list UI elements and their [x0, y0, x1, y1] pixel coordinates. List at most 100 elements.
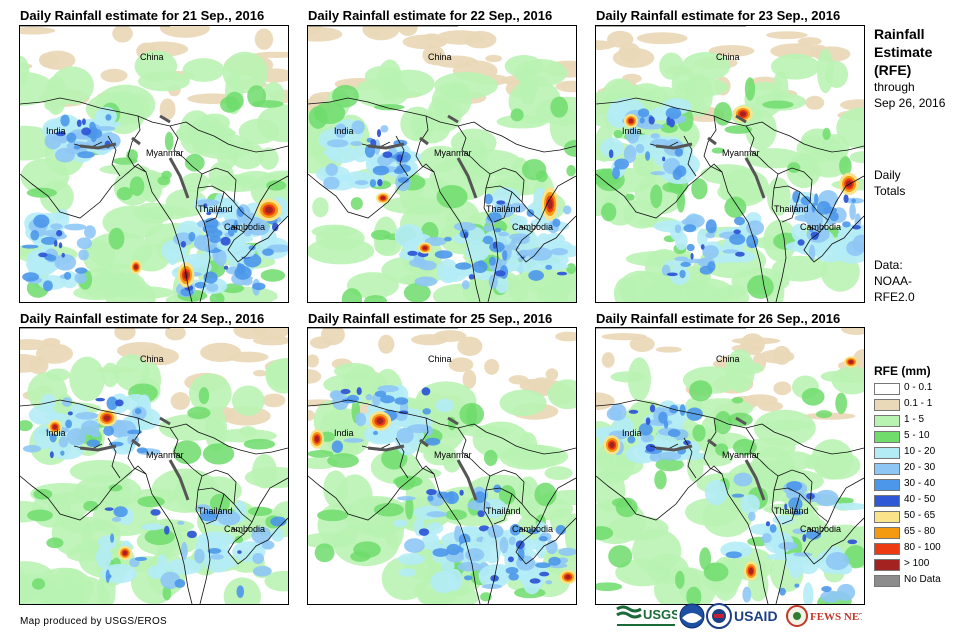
map-panel-22-sep: China India Myanmar Thailand Cambodia	[307, 25, 577, 303]
panel-title-24-sep: Daily Rainfall estimate for 24 Sep., 201…	[20, 311, 265, 326]
legend-swatch	[874, 511, 900, 523]
totals-line-1: Daily	[874, 168, 901, 182]
rainfall-map	[596, 26, 864, 302]
label-thailand: Thailand	[774, 506, 809, 516]
panel-title-21-sep: Daily Rainfall estimate for 21 Sep., 201…	[20, 8, 265, 23]
legend-label: 0 - 0.1	[904, 382, 933, 393]
legend-label: 20 - 30	[904, 462, 936, 473]
legend-label: 50 - 65	[904, 510, 936, 521]
label-myanmar: Myanmar	[146, 450, 184, 460]
usgs-logo-text: USGS	[643, 607, 677, 622]
label-india: India	[622, 428, 642, 438]
legend-label: 65 - 80	[904, 526, 936, 537]
label-india: India	[622, 126, 642, 136]
fews-net-logo-icon: FEWS NET	[786, 605, 867, 627]
sidebar-heading: Rainfall Estimate (RFE) through Sep 26, …	[874, 25, 945, 111]
data-line-3: RFE2.0	[874, 290, 915, 304]
label-myanmar: Myanmar	[722, 148, 760, 158]
map-credit: Map produced by USGS/EROS	[20, 616, 168, 627]
rainfall-map	[308, 328, 576, 604]
legend-swatch	[874, 495, 900, 507]
panel-title-25-sep: Daily Rainfall estimate for 25 Sep., 201…	[308, 311, 553, 326]
label-india: India	[334, 126, 354, 136]
label-india: India	[46, 428, 66, 438]
legend-label: 40 - 50	[904, 494, 936, 505]
legend-label: 10 - 20	[904, 446, 936, 457]
noaa-logo-icon	[679, 603, 705, 629]
label-thailand: Thailand	[486, 204, 521, 214]
label-china: China	[716, 354, 740, 364]
map-panel-26-sep: China India Myanmar Thailand Cambodia	[595, 327, 865, 605]
legend-swatch	[874, 415, 900, 427]
through-date: Sep 26, 2016	[874, 96, 946, 110]
legend-swatch	[874, 447, 900, 459]
panel-title-26-sep: Daily Rainfall estimate for 26 Sep., 201…	[596, 311, 841, 326]
legend-swatch	[874, 479, 900, 491]
label-china: China	[716, 52, 740, 62]
label-myanmar: Myanmar	[434, 450, 472, 460]
legend-label: 80 - 100	[904, 542, 941, 553]
usgs-logo: USGS	[615, 603, 680, 631]
usaid-logo: USAID	[734, 608, 778, 636]
legend-label: No Data	[904, 574, 941, 585]
rainfall-map	[308, 26, 576, 302]
label-thailand: Thailand	[198, 204, 233, 214]
label-india: India	[334, 428, 354, 438]
label-india: India	[46, 126, 66, 136]
rainfall-map	[596, 328, 864, 604]
legend-swatch	[874, 527, 900, 539]
sidebar-data-source: Data: NOAA- RFE2.0	[874, 257, 915, 305]
usaid-seal-icon	[706, 603, 732, 629]
legend-swatch	[874, 463, 900, 475]
heading-line-2: Estimate	[874, 44, 933, 60]
label-china: China	[428, 52, 452, 62]
legend-label: > 100	[904, 558, 930, 569]
legend-swatch	[874, 399, 900, 411]
label-myanmar: Myanmar	[146, 148, 184, 158]
label-cambodia: Cambodia	[800, 222, 842, 232]
label-cambodia: Cambodia	[224, 524, 266, 534]
label-cambodia: Cambodia	[800, 524, 842, 534]
label-china: China	[140, 52, 164, 62]
fews-net-logo: FEWS NET	[786, 603, 867, 631]
map-panel-25-sep: China India Myanmar Thailand Cambodia	[307, 327, 577, 605]
fews-net-logo-text: FEWS NET	[810, 611, 862, 623]
label-myanmar: Myanmar	[722, 450, 760, 460]
map-panel-24-sep: China India Myanmar Thailand Cambodia	[19, 327, 289, 605]
through-text: through	[874, 80, 915, 94]
label-myanmar: Myanmar	[434, 148, 472, 158]
label-cambodia: Cambodia	[224, 222, 266, 232]
legend-title: RFE (mm)	[874, 364, 931, 378]
panel-title-22-sep: Daily Rainfall estimate for 22 Sep., 201…	[308, 8, 553, 23]
rainfall-map	[20, 328, 288, 604]
legend-swatch	[874, 383, 900, 395]
sidebar-totals: Daily Totals	[874, 167, 905, 199]
heading-line-1: Rainfall	[874, 26, 925, 42]
legend-swatch	[874, 431, 900, 443]
legend-swatch	[874, 575, 900, 587]
usaid-seal	[706, 603, 732, 631]
noaa-logo	[679, 603, 705, 631]
data-line-2: NOAA-	[874, 274, 913, 288]
legend-swatch	[874, 559, 900, 571]
legend-label: 30 - 40	[904, 478, 936, 489]
legend-label: 1 - 5	[904, 414, 925, 425]
totals-line-2: Totals	[874, 184, 906, 198]
usaid-logo-text: USAID	[734, 608, 778, 624]
panel-title-23-sep: Daily Rainfall estimate for 23 Sep., 201…	[596, 8, 841, 23]
heading-line-3: (RFE)	[874, 62, 912, 78]
label-china: China	[140, 354, 164, 364]
map-panel-23-sep: China India Myanmar Thailand Cambodia	[595, 25, 865, 303]
label-thailand: Thailand	[198, 506, 233, 516]
label-cambodia: Cambodia	[512, 524, 554, 534]
rainfall-map	[20, 26, 288, 302]
data-line-1: Data:	[874, 258, 903, 272]
legend-label: 5 - 10	[904, 430, 930, 441]
label-thailand: Thailand	[774, 204, 809, 214]
label-cambodia: Cambodia	[512, 222, 554, 232]
usgs-logo-icon: USGS	[616, 605, 680, 626]
legend-swatch	[874, 543, 900, 555]
map-panel-21-sep: China India Myanmar Thailand Cambodia	[19, 25, 289, 303]
label-thailand: Thailand	[486, 506, 521, 516]
legend-label: 0.1 - 1	[904, 398, 933, 409]
